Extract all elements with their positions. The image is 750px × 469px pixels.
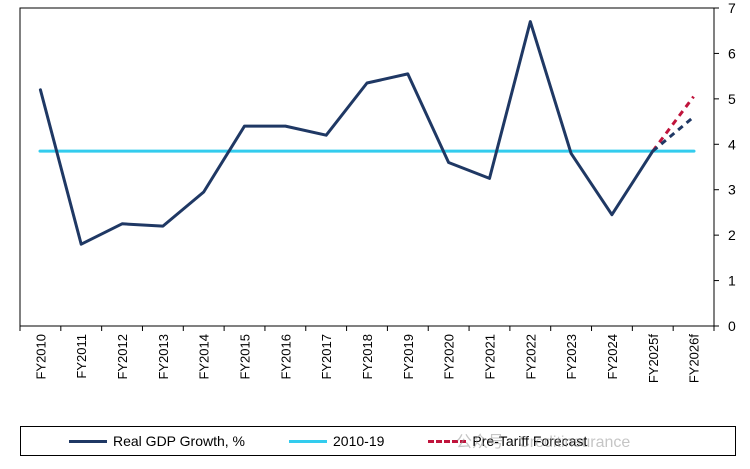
- legend-label-2010-19: 2010-19: [333, 433, 385, 449]
- legend-item-pre-tariff: Pre-Tariff Forecast: [428, 433, 587, 449]
- chart-legend: Real GDP Growth, % 2010-19 Pre-Tariff Fo…: [20, 426, 736, 456]
- x-tick-label: FY2023: [564, 334, 579, 380]
- x-tick-label: FY2019: [401, 334, 416, 380]
- legend-label-real-gdp: Real GDP Growth, %: [113, 433, 246, 449]
- gdp-growth-chart: 0 1 2 3 4 5 6 7 FY2010 FY2011 FY2012 FY2013 FY2014 FY…: [19, 0, 736, 384]
- x-tick-label: FY2016: [278, 334, 293, 380]
- x-tick-label: FY2015: [238, 334, 253, 380]
- x-tick-label: FY2010: [33, 334, 48, 380]
- x-tick-label: FY2011: [74, 334, 89, 379]
- x-tick-label: FY2024: [605, 334, 620, 380]
- x-tick-label: FY2018: [360, 334, 375, 380]
- y-tick-label: 7: [728, 0, 736, 16]
- series-line-0: [38, 20, 655, 246]
- y-tick-label: 3: [728, 182, 736, 198]
- x-tick-label: FY2025f: [646, 334, 661, 384]
- x-tick-label: FY2026f: [687, 334, 702, 384]
- plot-frame: [19, 7, 715, 327]
- legend-swatch-pre-tariff: [428, 439, 467, 443]
- legend-swatch-2010-19: [289, 439, 328, 443]
- y-tick-label: 2: [728, 227, 736, 243]
- x-tick-label: FY2013: [156, 334, 171, 380]
- legend-swatch-real-gdp: [69, 439, 107, 443]
- x-tick-label: FY2017: [319, 334, 334, 380]
- y-tick-label: 0: [728, 318, 736, 334]
- legend-label-pre-tariff: Pre-Tariff Forecast: [472, 433, 588, 449]
- y-tick-label: 4: [728, 136, 736, 152]
- y-tick-label: 6: [728, 45, 736, 61]
- series-line-1: [651, 115, 695, 153]
- legend-item-2010-19: 2010-19: [289, 433, 384, 449]
- y-tick-label: 1: [728, 273, 736, 289]
- x-tick-label: FY2012: [115, 334, 130, 380]
- y-tick-label: 5: [728, 91, 736, 107]
- x-tick-label: FY2021: [482, 334, 497, 380]
- series-line-2: [651, 95, 695, 152]
- x-tick-label: FY2020: [442, 334, 457, 380]
- legend-item-real-gdp: Real GDP Growth, %: [69, 433, 245, 449]
- x-tick-label: FY2022: [523, 334, 538, 380]
- x-tick-label: FY2014: [197, 334, 212, 380]
